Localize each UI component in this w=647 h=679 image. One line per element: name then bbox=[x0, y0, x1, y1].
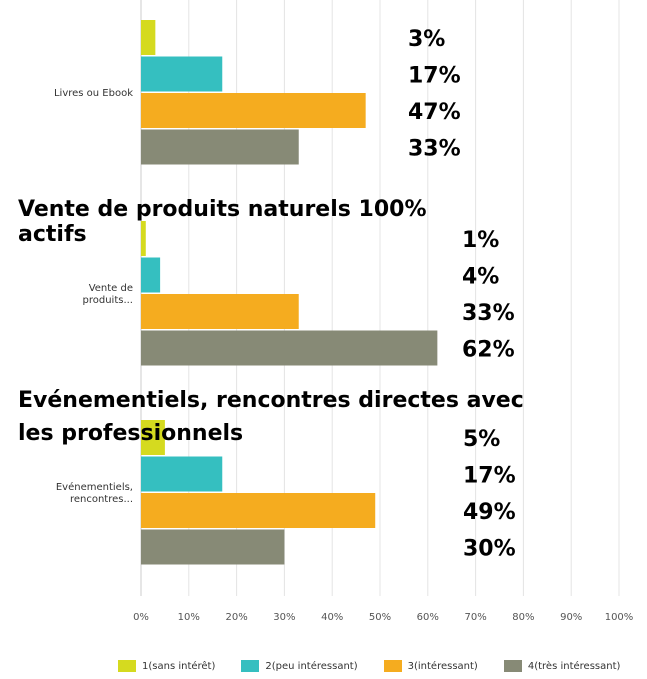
value-label: 30% bbox=[463, 537, 516, 562]
legend-item: 3(intéressant) bbox=[383, 660, 478, 672]
tick-label: 70% bbox=[464, 612, 486, 623]
category-label: produits... bbox=[83, 295, 134, 306]
tick-label: 20% bbox=[225, 612, 247, 623]
legend-label: 4(très intéressant) bbox=[527, 660, 621, 672]
bar bbox=[141, 330, 438, 366]
section-heading-vente: Vente de produits naturels 100% actifs bbox=[18, 197, 427, 247]
category-label: rencontres... bbox=[70, 494, 133, 505]
value-label: 49% bbox=[463, 500, 516, 525]
bar bbox=[141, 493, 376, 528]
tick-label: 80% bbox=[512, 612, 534, 623]
bar bbox=[141, 56, 223, 92]
legend-swatch bbox=[383, 660, 402, 672]
tick-label: 0% bbox=[133, 612, 149, 623]
tick-label: 100% bbox=[605, 612, 634, 623]
value-label: 17% bbox=[463, 464, 516, 489]
value-label: 33% bbox=[408, 137, 461, 162]
bar bbox=[141, 93, 366, 128]
legend-label: 2(peu intéressant) bbox=[265, 660, 358, 672]
bar bbox=[141, 20, 156, 55]
value-label: 62% bbox=[462, 338, 515, 363]
bar bbox=[141, 257, 161, 293]
legend-label: 1(sans intérêt) bbox=[142, 660, 216, 672]
legend-swatch bbox=[241, 660, 260, 672]
bar bbox=[141, 420, 165, 455]
category-label: Evénementiels, bbox=[56, 481, 133, 493]
legend-swatch bbox=[118, 660, 136, 672]
category-label: Vente de bbox=[89, 283, 133, 294]
value-label: 17% bbox=[408, 64, 461, 89]
tick-label: 90% bbox=[560, 612, 582, 623]
value-label: 3% bbox=[408, 27, 445, 52]
section-heading-evenementiels: Evénementiels, rencontres directes avec … bbox=[18, 388, 524, 446]
x-axis-ticks: 0% 10% 20% 30% 40% 50% 60% 70% 80% 90% 100% bbox=[133, 612, 633, 623]
percentage-labels: 3% 17% 47% 33% 1% 4% 33% 62% 5% 17% 49% 30% bbox=[408, 27, 516, 562]
value-label: 33% bbox=[462, 301, 515, 326]
tick-label: 40% bbox=[321, 612, 343, 623]
bar bbox=[141, 529, 285, 565]
value-label: 4% bbox=[462, 265, 499, 290]
legend: 1(sans intérêt) 2(peu intéressant) 3(intér… bbox=[118, 660, 646, 672]
tick-label: 50% bbox=[369, 612, 391, 623]
bar bbox=[141, 456, 223, 492]
legend-item: 1(sans intérêt) bbox=[118, 660, 215, 672]
tick-label: 60% bbox=[417, 612, 439, 623]
bar bbox=[141, 294, 299, 329]
legend-label: 3(intéressant) bbox=[407, 660, 478, 672]
legend-item: 4(très intéressant) bbox=[503, 660, 621, 672]
value-label: 5% bbox=[463, 427, 500, 452]
legend-swatch bbox=[503, 660, 522, 672]
bars bbox=[141, 20, 438, 565]
value-label: 47% bbox=[408, 100, 461, 125]
bar bbox=[141, 221, 146, 256]
legend-item: 2(peu intéressant) bbox=[241, 660, 358, 672]
bar bbox=[141, 129, 299, 165]
tick-label: 10% bbox=[178, 612, 200, 623]
category-label: Livres ou Ebook bbox=[54, 88, 133, 99]
tick-label: 30% bbox=[273, 612, 295, 623]
value-label: 1% bbox=[462, 228, 499, 253]
